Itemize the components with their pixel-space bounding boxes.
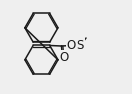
Text: O: O bbox=[60, 51, 69, 64]
Text: O: O bbox=[66, 39, 76, 52]
Text: S: S bbox=[76, 39, 84, 52]
